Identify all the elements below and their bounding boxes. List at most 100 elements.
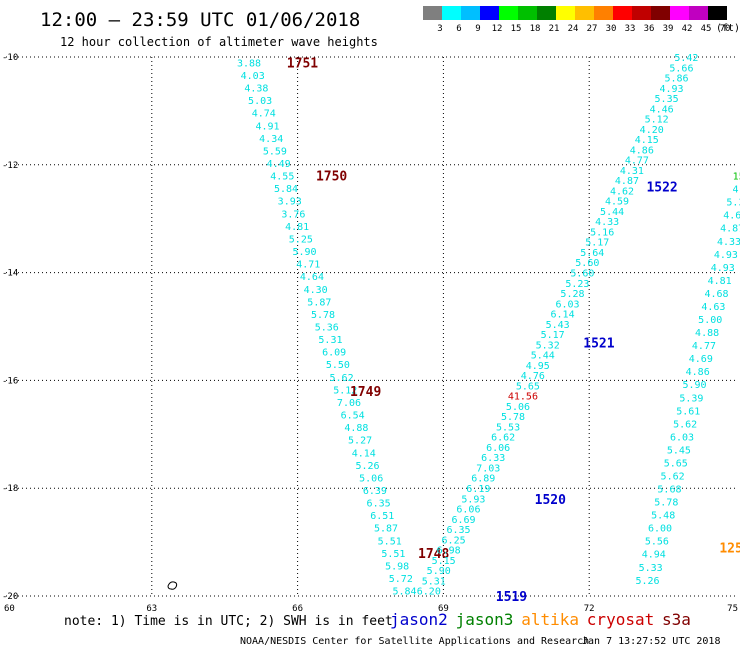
x-tick-label: 72 <box>584 604 595 614</box>
wave-height-label: 4.15 <box>635 135 659 146</box>
wave-height-label: 5.51 <box>381 549 405 560</box>
wave-height-label: 5.62 <box>661 472 685 483</box>
wave-height-label: 5.90 <box>683 380 707 391</box>
wave-height-label: 4.33 <box>717 237 740 248</box>
wave-height-label: 5.65 <box>516 381 540 392</box>
wave-height-label: 4.86 <box>686 367 710 378</box>
time-label: 1748 <box>418 547 449 562</box>
wave-height-label: 5.90 <box>292 247 316 258</box>
colorbar-label: 18 <box>530 24 541 34</box>
axis-tick-labels: -10 -12 -14 -16 -18 -20 60 63 66 69 72 75 <box>2 53 738 614</box>
y-tick-label: -12 <box>2 161 18 171</box>
time-label: 1519 <box>496 590 527 605</box>
wave-height-label: 4.81 <box>708 276 732 287</box>
y-tick-label: -10 <box>2 53 18 63</box>
wave-height-label: 6.54 <box>341 411 365 422</box>
colorbar-label: 42 <box>682 24 693 34</box>
wave-height-label: 4.77 <box>692 341 716 352</box>
wave-height-label: 5.31 <box>422 576 446 587</box>
wave-height-label: 5.50 <box>326 360 350 371</box>
island-marker-icon <box>167 581 178 590</box>
wave-height-label: 5.90 <box>427 566 451 577</box>
wave-height-label: 4.34 <box>259 134 283 145</box>
wave-height-label: 4.71 <box>296 260 320 271</box>
wave-height-label: 5.87 <box>307 297 331 308</box>
satellite-legend: jason2 jason3 altika cryosat s3a <box>390 610 691 629</box>
wave-height-label: 4.88 <box>695 328 719 339</box>
wave-height-label: 5.17 <box>585 238 609 249</box>
wave-height-label: 4.33 <box>595 217 619 228</box>
colorbar-swatch <box>499 6 518 20</box>
colorbar-swatch <box>461 6 480 20</box>
time-label: 1520 <box>535 493 566 508</box>
wave-height-label: 5.44 <box>600 207 624 218</box>
wave-height-label: 6.98 <box>437 546 461 557</box>
colorbar-label: 15 <box>511 24 522 34</box>
colorbar-swatch <box>689 6 708 20</box>
wave-height-label: 6.62 <box>491 433 515 444</box>
wave-height-label: 6.20 <box>417 587 441 598</box>
wave-height-label: 4.63 <box>701 302 725 313</box>
satellite-tracks: 3.88 4.03 4.385.03 4.744.91 4.345.59 4.49 4.55… <box>237 53 740 605</box>
colorbar-label: 24 <box>568 24 579 34</box>
wave-height-label: 5.48 <box>651 511 675 522</box>
colorbar-label: 21 <box>549 24 560 34</box>
wave-height-label: 5.64 <box>580 248 604 259</box>
wave-height-label: 3.76 <box>281 209 305 220</box>
y-tick-label: -18 <box>2 484 18 494</box>
y-tick-label: -16 <box>2 376 18 386</box>
wave-height-label: 4.66 <box>723 211 740 222</box>
wave-height-label: 6.06 <box>486 443 510 454</box>
wave-height-label: 6.00 <box>648 524 672 535</box>
wave-height-label: 5.51 <box>378 536 402 547</box>
wave-height-label: 5.26 <box>355 461 379 472</box>
wave-height-label: 6.06 <box>456 505 480 516</box>
time-label: 1522 <box>646 180 677 195</box>
wave-height-label: 5.28 <box>560 289 584 300</box>
colorbar-label: 3 <box>437 24 442 34</box>
colorbar-swatch <box>670 6 689 20</box>
wave-height-label: 5.03 <box>248 96 272 107</box>
wave-height-label: 5.16 <box>590 227 614 238</box>
satellite-legend-jason3: jason3 <box>456 610 514 629</box>
wave-height-label: 4.62 <box>610 186 634 197</box>
wave-height-label: 5.61 <box>676 406 700 417</box>
wave-height-label: 6.03 <box>670 432 694 443</box>
wave-height-label: 5.66 <box>669 63 693 74</box>
wave-height-label: 5.32 <box>536 340 560 351</box>
colorbar-swatch <box>442 6 461 20</box>
wave-height-label: 4.31 <box>620 166 644 177</box>
wave-height-label: 5.62 <box>673 419 697 430</box>
wave-height-label: 5.06 <box>359 473 383 484</box>
wave-height-label: 5.31 <box>318 335 342 346</box>
wave-height-label: 5.60 <box>575 258 599 269</box>
wave-height-label: 5.84 <box>392 587 416 598</box>
chart-title: 12:00 — 23:59 UTC 01/06/2018 <box>40 9 360 31</box>
wave-height-label: 5.72 <box>389 574 413 585</box>
wave-height-label: 5.62 <box>330 373 354 384</box>
colorbar-swatch <box>423 6 442 20</box>
wave-height-label: 5.17 <box>541 330 565 341</box>
colorbar-swatch <box>556 6 575 20</box>
wave-height-label: 4.91 <box>255 121 279 132</box>
wave-height-label: 15.4 <box>733 172 740 183</box>
wave-height-label: 4.69 <box>689 354 713 365</box>
colorbar-label: 45 <box>701 24 712 34</box>
wave-height-label: 5.25 <box>289 234 313 245</box>
wave-height-label: 5.87 <box>374 524 398 535</box>
wave-height-label: 4.20 <box>640 125 664 136</box>
wave-height-label: 4.87 <box>720 224 740 235</box>
wave-height-label: 4.14 <box>352 448 376 459</box>
wave-height-label: 4.03 <box>241 71 265 82</box>
wave-height-label: 6.03 <box>555 299 579 310</box>
wave-height-label: 4.38 <box>244 84 268 95</box>
colorbar-swatch <box>632 6 651 20</box>
wave-height-label: 5.00 <box>698 315 722 326</box>
time-label: 1751 <box>287 56 318 71</box>
wave-height-label: 4.64 <box>300 272 324 283</box>
wave-height-label: 4.74 <box>252 109 276 120</box>
wave-height-label: 5.15 <box>432 556 456 567</box>
x-tick-label: 63 <box>146 604 157 614</box>
wave-height-label: 5.86 <box>664 74 688 85</box>
colorbar-label: 9 <box>475 24 480 34</box>
